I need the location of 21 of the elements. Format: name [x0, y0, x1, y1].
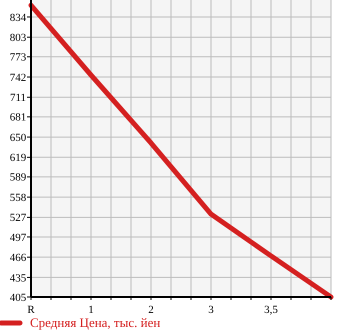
y-tick-label: 834: [10, 12, 27, 24]
y-tick-label: 558: [10, 192, 27, 204]
y-tick-label: 466: [10, 252, 27, 264]
legend-label: Средняя Цена, тыс. йен: [30, 315, 160, 330]
y-tick-label: 681: [10, 112, 26, 124]
x-tick-label: 2: [148, 304, 154, 316]
x-tick-label: 3,5: [264, 304, 278, 316]
y-tick-label: 742: [10, 72, 26, 84]
y-tick-label: 803: [10, 32, 27, 44]
y-tick-label: 773: [10, 52, 27, 64]
y-tick-label: 619: [10, 152, 27, 164]
y-tick-label: 497: [10, 232, 27, 244]
y-tick-label: 527: [10, 212, 27, 224]
y-tick-label: 711: [10, 92, 26, 104]
y-tick-label: 589: [10, 172, 27, 184]
x-tick-label: 1: [88, 304, 94, 316]
x-tick-label: 3: [208, 304, 214, 316]
x-tick-label: R: [27, 304, 36, 316]
y-tick-label: 435: [10, 272, 27, 284]
y-tick-label: 650: [10, 132, 27, 144]
y-tick-label: 405: [10, 292, 27, 304]
